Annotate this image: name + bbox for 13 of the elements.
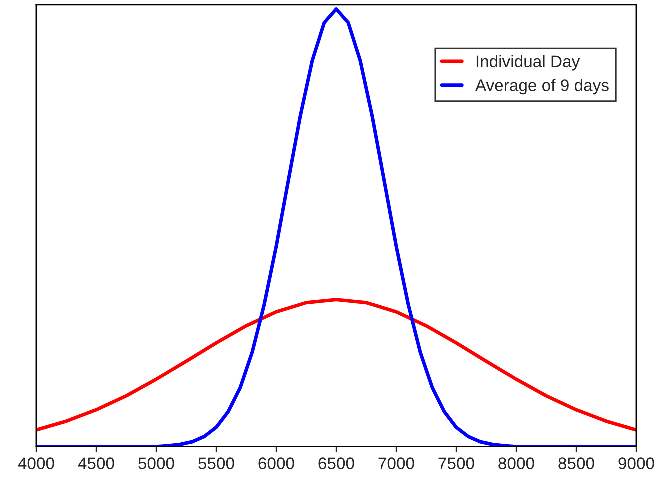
x-tick-label: 7000 <box>378 458 414 470</box>
x-tick-label: 4500 <box>78 458 114 470</box>
x-tick-label: 6500 <box>318 458 354 470</box>
x-tick-label: 4000 <box>18 458 54 470</box>
x-tick-label: 7500 <box>438 458 474 470</box>
x-tick-label: 8500 <box>558 458 594 470</box>
x-tick-label: 9000 <box>618 458 654 470</box>
x-tick-label: 5500 <box>198 458 234 470</box>
x-tick-label: 5000 <box>138 458 174 470</box>
legend-label: Average of 9 days <box>475 79 609 95</box>
legend-label: Individual Day <box>476 55 580 71</box>
x-tick-label: 6000 <box>258 458 294 470</box>
x-tick-label: 8000 <box>498 458 534 470</box>
